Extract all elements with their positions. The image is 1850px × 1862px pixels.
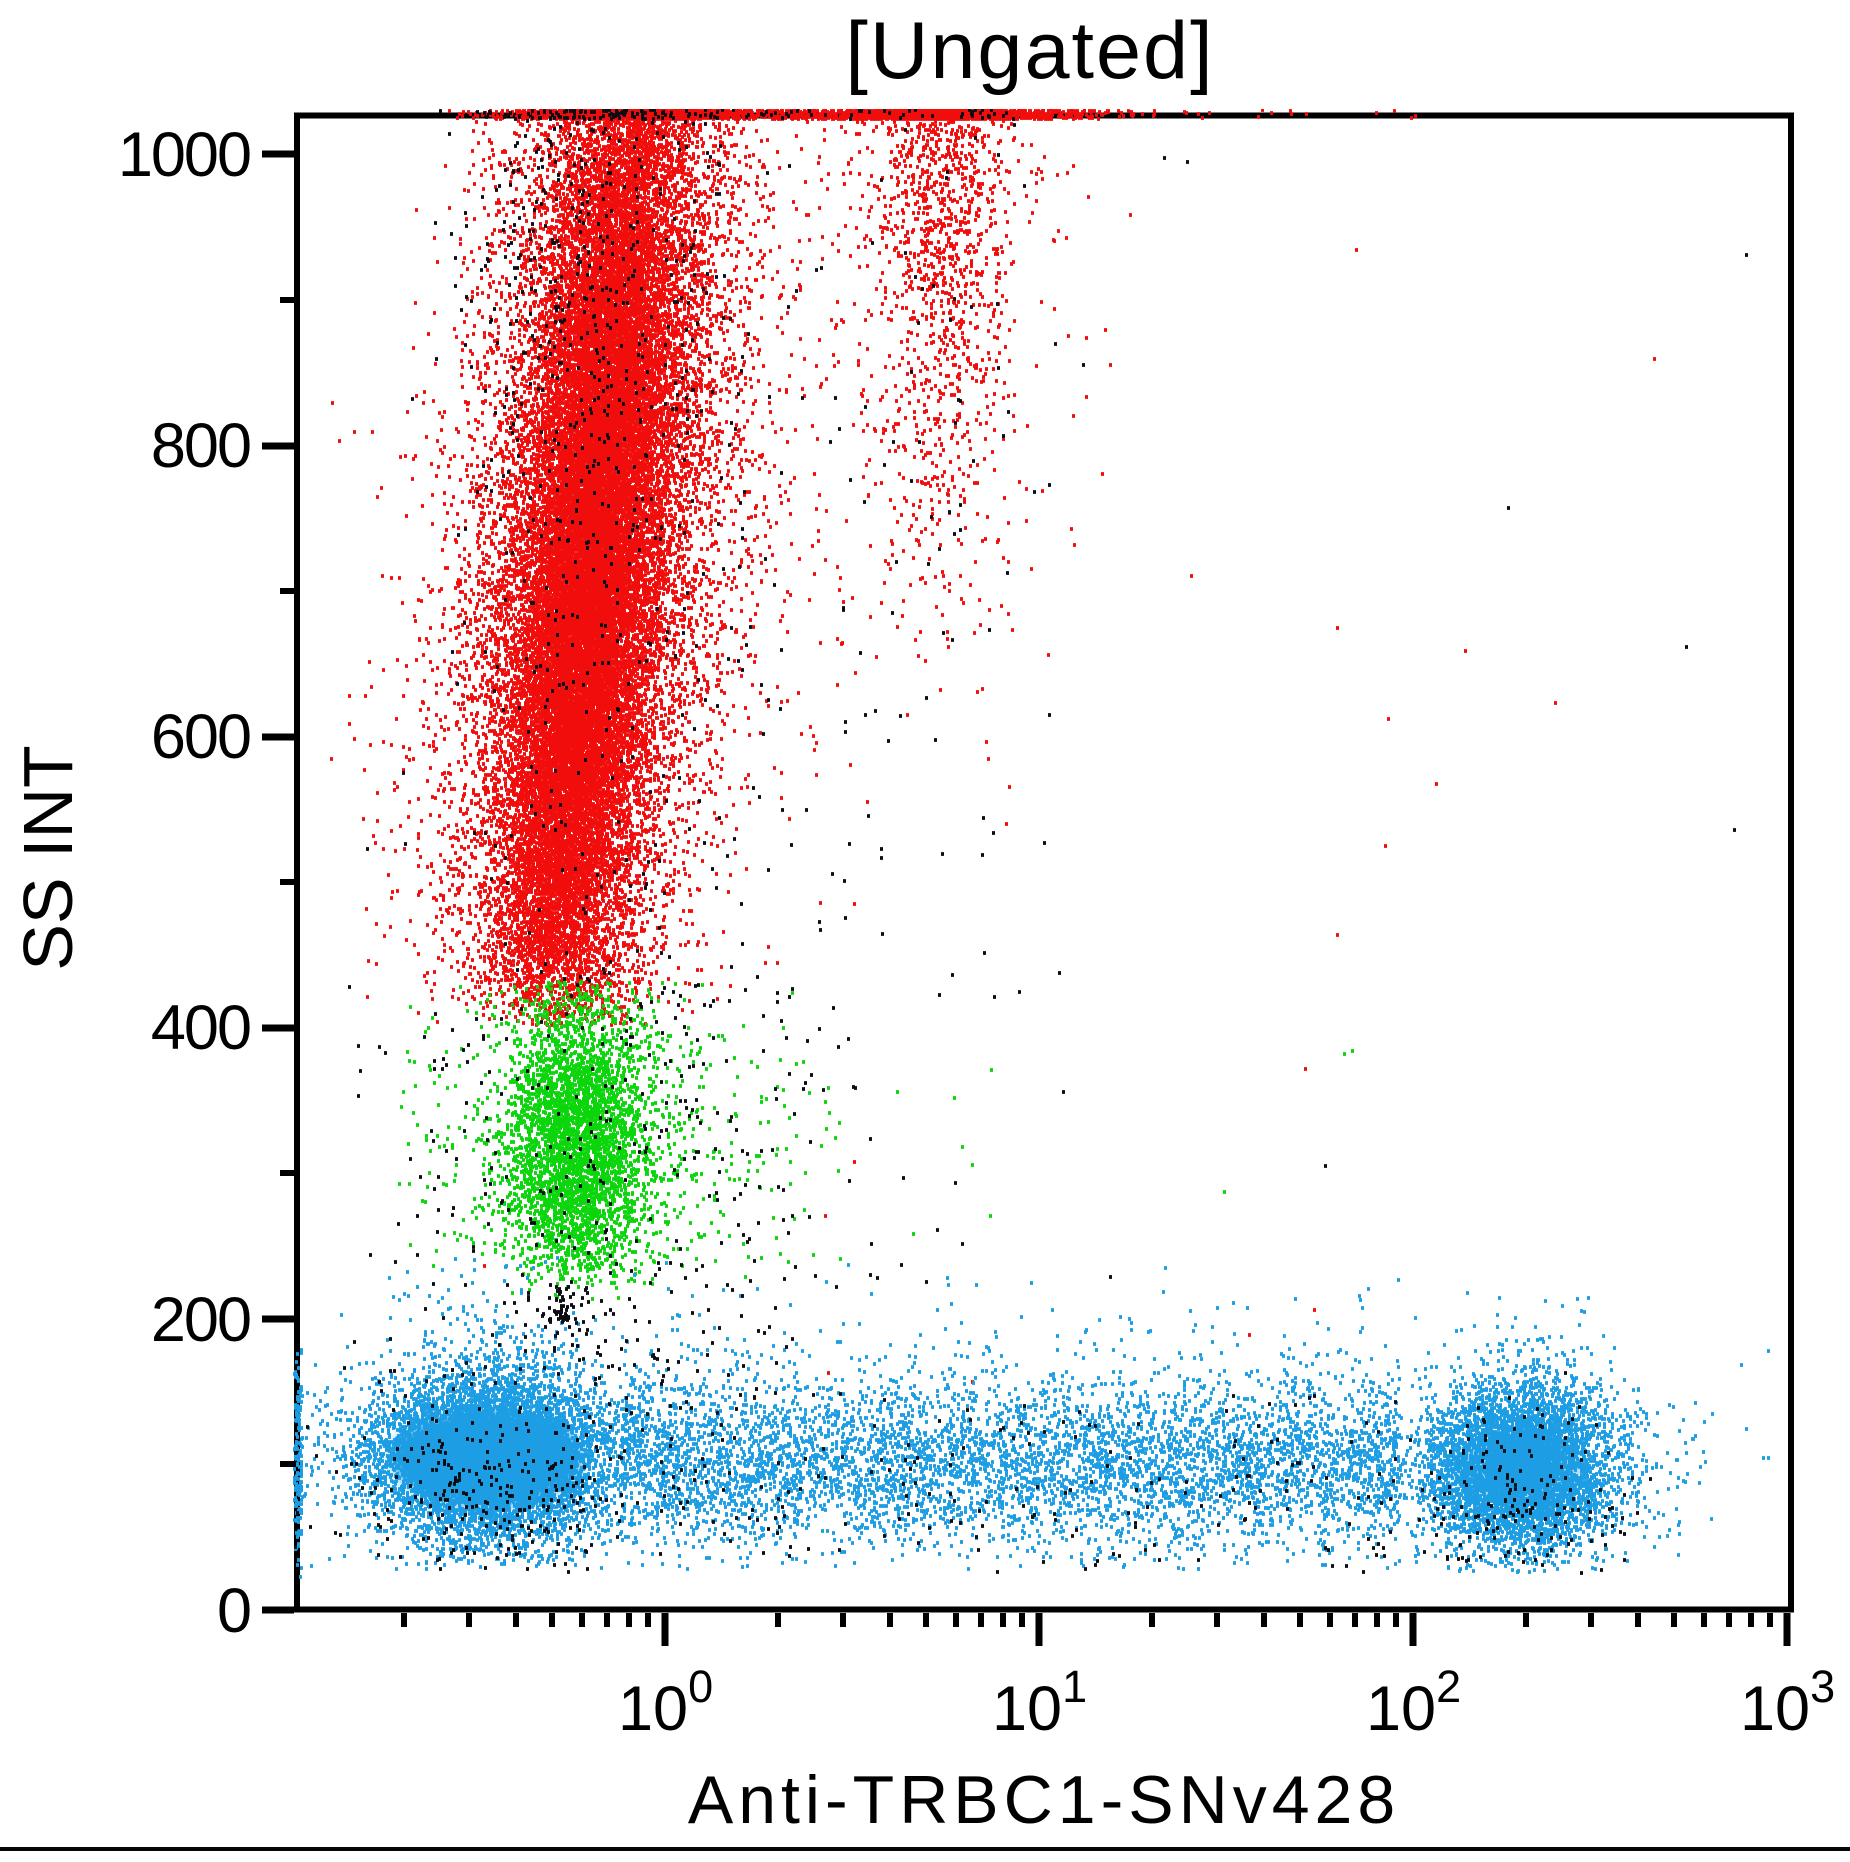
svg-text:SS INT: SS INT bbox=[9, 745, 87, 971]
svg-text:[Ungated]: [Ungated] bbox=[845, 6, 1214, 96]
svg-text:0: 0 bbox=[217, 1576, 250, 1646]
svg-text:200: 200 bbox=[151, 1285, 250, 1355]
svg-text:600: 600 bbox=[151, 702, 250, 772]
svg-text:800: 800 bbox=[151, 411, 250, 481]
svg-text:1000: 1000 bbox=[118, 120, 250, 190]
svg-text:400: 400 bbox=[151, 993, 250, 1063]
svg-text:Anti-TRBC1-SNv428: Anti-TRBC1-SNv428 bbox=[688, 1762, 1400, 1838]
